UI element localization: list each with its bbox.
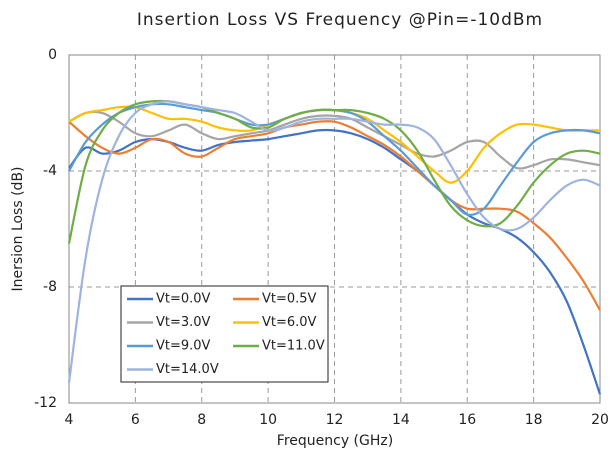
y-axis-label: Inersion Loss (dB) <box>10 166 26 291</box>
series-line <box>67 99 601 244</box>
x-tick-label: 20 <box>591 412 609 428</box>
series-line <box>68 110 601 170</box>
x-tick-label: 6 <box>131 412 140 428</box>
x-tick-label: 16 <box>458 412 476 428</box>
y-tick-label: -4 <box>43 163 57 179</box>
x-tick-label: 14 <box>392 412 410 428</box>
x-tick-label: 10 <box>259 412 277 428</box>
series-line <box>67 100 601 383</box>
legend-label: Vt=6.0V <box>262 315 317 330</box>
legend-box <box>120 285 329 383</box>
x-axis-label: Frequency (GHz) <box>277 433 393 449</box>
x-tick-label: 8 <box>197 412 206 428</box>
x-tick-label: 12 <box>326 412 344 428</box>
legend-label: Vt=9.0V <box>156 339 211 354</box>
x-tick-label: 4 <box>65 412 74 428</box>
y-tick-label: -8 <box>43 279 57 295</box>
plot-frame <box>68 54 601 404</box>
legend-label: Vt=0.5V <box>262 292 317 307</box>
x-tick-label: 18 <box>525 412 543 428</box>
y-tick-label: 0 <box>48 47 57 63</box>
legend-label: Vt=14.0V <box>156 362 219 377</box>
legend-label: Vt=0.0V <box>156 292 211 307</box>
legend-label: Vt=11.0V <box>262 339 325 354</box>
legend-label: Vt=3.0V <box>156 315 211 330</box>
chart-title: Insertion Loss VS Frequency @Pin=-10dBm <box>137 10 543 30</box>
y-tick-label: -12 <box>34 395 57 411</box>
